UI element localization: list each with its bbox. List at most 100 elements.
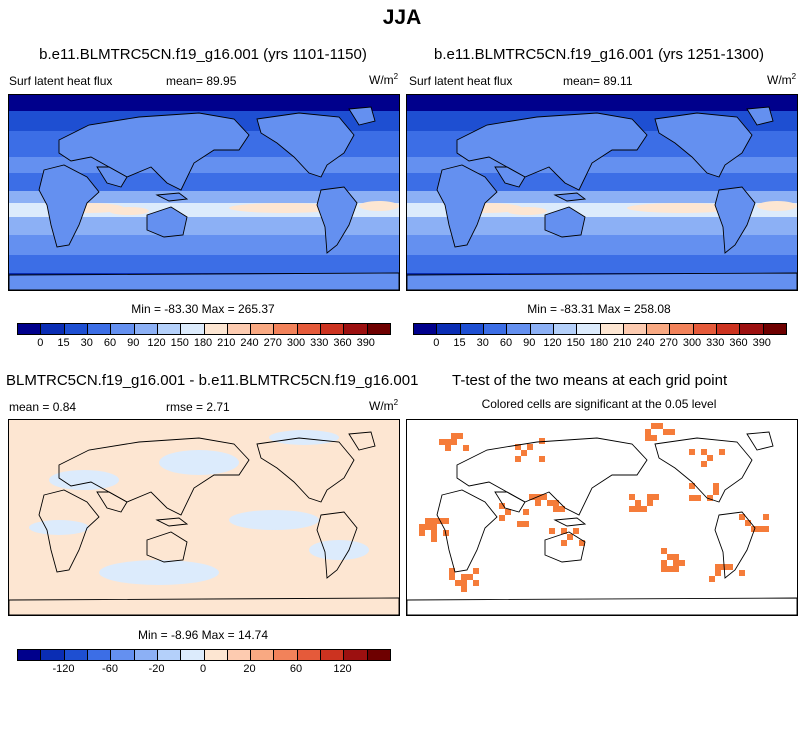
colorbar-swatch [297,650,322,660]
significant-cell [449,568,455,574]
significant-cell [425,524,431,530]
colorbar-tick-label: 360 [333,337,352,349]
colorbar-tick-label: -20 [148,663,165,675]
significant-cell [449,574,455,580]
significant-cell [673,554,679,560]
significant-cell [739,514,745,520]
continent-outline [155,192,189,202]
continent-outline [436,489,498,573]
significant-cell [419,524,425,530]
significant-cell [473,568,479,574]
significant-cell [763,514,769,520]
colorbar-tick-label: 240 [636,337,655,349]
significant-cell [473,580,479,586]
colorbar-swatch [740,324,764,334]
flux-warm-patch [359,201,399,211]
colorbar-swatch [321,324,345,334]
continent-outline [436,164,498,248]
significant-cell [425,518,431,524]
continent-outline [654,437,753,503]
significant-cell [739,570,745,576]
significant-cell [657,423,663,429]
significant-cell [505,509,511,515]
significant-cell [549,528,555,534]
significant-cell [635,500,641,506]
panel1-units-label: W/m2 [369,72,399,87]
significant-cell [763,526,769,532]
colorbar-tick-label: 30 [476,337,489,349]
continent-outline [714,186,756,254]
map-svg [9,420,399,615]
panel1-minmax: Min = -83.30 Max = 265.37 [131,302,275,316]
colorbar-tick-label: 120 [147,337,166,349]
continent-outline [146,531,188,563]
panel3-rmse-label: rmse = 2.71 [166,400,230,414]
panel2-mean-label: mean= 89.11 [563,74,633,88]
significant-cell [455,580,461,586]
colorbar-swatch [64,324,88,334]
flux-warm-patch [757,201,797,211]
diff-negative-patch [309,540,369,560]
significant-cell [647,494,653,500]
continent-outline [38,164,100,248]
significant-cell [663,429,669,435]
significant-cell [445,445,451,451]
continent-outline [407,597,797,615]
significant-cell [523,509,529,515]
diff-negative-patch [159,450,239,475]
significant-cell [515,456,521,462]
significant-cell [431,536,437,542]
significant-cell [645,429,651,435]
colorbar-swatch [297,324,322,334]
continent-outline [654,112,753,178]
flux-band [9,255,399,273]
significant-cell [561,540,567,546]
continent-outline [58,437,250,516]
colorbar-swatch [553,324,578,334]
continent-outline [746,431,774,451]
significant-cell [559,506,565,512]
significant-cell [573,528,579,534]
significant-cell [461,580,467,586]
significant-cell [463,445,469,451]
colorbar-swatch [623,324,648,334]
flux-band [9,191,399,203]
colorbar-tick-label: 300 [682,337,702,349]
colorbar-tick-label: 240 [240,337,259,349]
colorbar-swatch [87,324,112,334]
colorbar-swatch [763,324,786,334]
significant-cell [553,500,559,506]
ttest-background [407,420,797,615]
colorbar-swatch [157,324,182,334]
flux-warm-patch [507,207,547,215]
colorbar-tick-label: 150 [170,337,189,349]
colorbar-tick-label: 60 [103,337,117,349]
significant-cell [467,574,473,580]
significant-cell [667,566,673,572]
flux-band [407,95,797,111]
colorbar-tick-label: 150 [566,337,585,349]
continent-outline [553,517,587,527]
colorbar-tick-label: 90 [127,337,140,349]
colorbar-tick-label: 20 [243,663,256,675]
colorbar-swatch [437,324,461,334]
significant-cell [653,494,659,500]
continent-outline [9,597,399,615]
significant-cell [561,528,567,534]
continent-outline [58,112,250,191]
colorbar-tick-label: 0 [199,663,207,675]
significant-cell [673,566,679,572]
colorbar-swatch [600,324,624,334]
colorbar-swatch [181,324,205,334]
colorbar-tick-label: -120 [52,663,75,675]
colorbar-swatch [87,650,112,660]
panel2-units-label: W/m2 [767,72,797,87]
colorbar-swatch [18,324,42,334]
flux-warm-patch [109,207,149,215]
panel1-colorbar [17,323,391,335]
significant-cell [689,449,695,455]
significant-cell [499,503,505,509]
colorbar-swatch [111,650,135,660]
panel3-colorbar [17,649,391,661]
colorbar-swatch [251,324,275,334]
